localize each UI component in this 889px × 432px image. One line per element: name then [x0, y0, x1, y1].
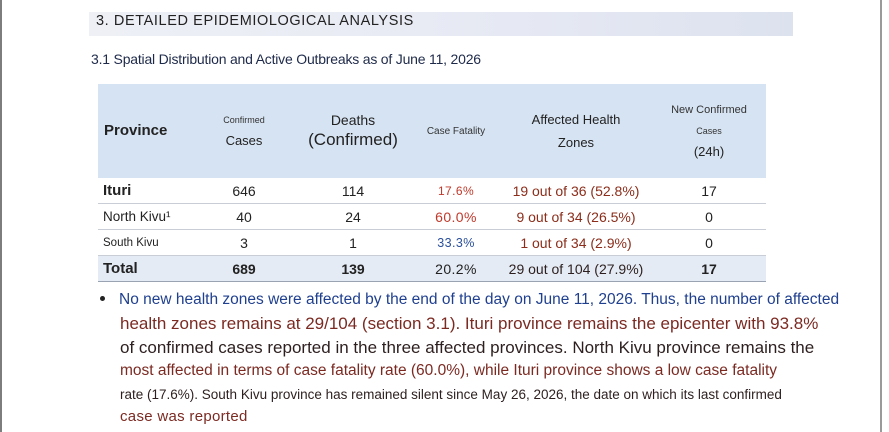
header-new-mid: Cases	[696, 125, 722, 136]
header-cases-bottom: Cases	[225, 132, 263, 148]
header-deaths-bottom: (Confirmed)	[308, 130, 398, 149]
header-deaths-top: Deaths	[330, 112, 376, 128]
header-province: Province	[98, 84, 194, 178]
section-header-bar	[89, 12, 793, 36]
cell-zones: 9 out of 34 (26.5%)	[500, 203, 652, 230]
subsection-title: 3.1 Spatial Distribution and Active Outb…	[91, 51, 481, 67]
table-total-row: Total 689 139 20.2% 29 out of 104 (27.9%…	[98, 255, 766, 282]
header-zones-top: Affected Health	[531, 112, 621, 127]
section-title: 3. DETAILED EPIDEMIOLOGICAL ANALYSIS	[96, 13, 414, 29]
cell-cases: 646	[194, 178, 294, 204]
cell-fatality: 17.6%	[412, 178, 500, 204]
cell-new-cases: 0	[652, 203, 766, 230]
cell-total-cases: 689	[194, 255, 294, 282]
header-deaths: Deaths (Confirmed)	[294, 84, 412, 178]
cell-deaths: 24	[294, 203, 412, 230]
cell-province: Ituri	[98, 178, 194, 204]
paragraph-line: rate (17.6%). South Kivu province has re…	[120, 387, 782, 402]
cell-new-cases: 17	[652, 178, 766, 204]
cell-province: North Kivu¹	[98, 203, 194, 230]
header-fatality-label: Case Fatality	[426, 125, 486, 137]
cell-province: South Kivu	[98, 229, 194, 256]
table-row: South Kivu 3 1 33.3% 1 out of 34 (2.9%) …	[98, 229, 766, 256]
header-cases-top: Confirmed	[223, 114, 265, 125]
header-new-cases: New Confirmed Cases (24h)	[652, 84, 766, 178]
cell-total-fatality: 20.2%	[412, 255, 500, 282]
table-row: North Kivu¹ 40 24 60.0% 9 out of 34 (26.…	[98, 203, 766, 230]
header-new-top: New Confirmed	[671, 103, 747, 116]
paragraph-line: most affected in terms of case fatality …	[120, 362, 778, 379]
paragraph-line: No new health zones were affected by the…	[119, 291, 840, 308]
cell-zones: 1 out of 34 (2.9%)	[500, 229, 652, 256]
paragraph-line: of confirmed cases reported in the three…	[120, 338, 815, 357]
header-new-bottom: (24h)	[693, 143, 725, 159]
paragraph-line: case was reported	[120, 408, 248, 425]
cell-total-zones: 29 out of 104 (27.9%)	[500, 255, 652, 282]
table-row: Ituri 646 114 17.6% 19 out of 36 (52.8%)…	[98, 178, 766, 204]
header-fatality: Case Fatality	[412, 84, 500, 178]
epidemiology-table: Province Confirmed Cases Deaths (Confirm…	[98, 84, 766, 282]
header-zones: Affected Health Zones	[500, 84, 652, 178]
cell-cases: 3	[194, 229, 294, 256]
cell-fatality: 33.3%	[412, 229, 500, 256]
bullet-point	[98, 293, 108, 303]
cell-total-label: Total	[98, 255, 194, 282]
cell-total-deaths: 139	[294, 255, 412, 282]
header-cases: Confirmed Cases	[194, 84, 294, 178]
cell-zones: 19 out of 36 (52.8%)	[500, 178, 652, 204]
cell-new-cases: 0	[652, 229, 766, 256]
paragraph-line: health zones remains at 29/104 (section …	[120, 314, 819, 333]
page-left-border	[0, 0, 2, 432]
cell-deaths: 1	[294, 229, 412, 256]
cell-cases: 40	[194, 203, 294, 230]
cell-total-new-cases: 17	[652, 255, 766, 282]
table-header-row: Province Confirmed Cases Deaths (Confirm…	[98, 84, 766, 178]
header-zones-bottom: Zones	[557, 135, 595, 150]
cell-deaths: 114	[294, 178, 412, 204]
page-right-border	[880, 0, 882, 432]
cell-fatality: 60.0%	[412, 203, 500, 230]
header-province-label: Province	[104, 122, 168, 139]
